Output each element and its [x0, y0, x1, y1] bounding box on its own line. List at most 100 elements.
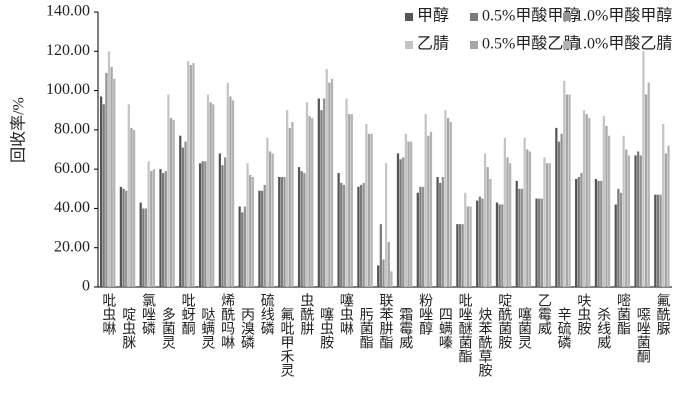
bar [427, 135, 430, 287]
bar [622, 135, 625, 287]
bar [206, 94, 210, 287]
bar [142, 208, 145, 287]
bar [582, 110, 586, 287]
bar [605, 125, 608, 287]
bar [268, 151, 272, 287]
bar [342, 184, 346, 287]
bar [172, 120, 175, 288]
bar [238, 206, 241, 287]
bar [520, 188, 524, 287]
x-tick-label: 丙溴磷 [239, 307, 255, 349]
bar [464, 192, 467, 287]
bar [456, 224, 459, 287]
bar [147, 161, 150, 287]
x-tick-label: 氟吡甲禾灵 [279, 307, 295, 377]
bar [370, 133, 373, 287]
bar [365, 123, 368, 287]
bar [201, 161, 204, 287]
legend-label: 乙腈 [417, 35, 449, 53]
bar [99, 96, 103, 287]
x-tick-label: 虫酰肼 [298, 293, 314, 336]
bar [407, 141, 410, 287]
x-tick-label: 辛硫磷 [556, 307, 572, 349]
bar [557, 141, 561, 287]
bar [226, 82, 229, 287]
x-tick-label: 啶虫脒 [120, 307, 136, 350]
bar [489, 178, 492, 287]
bar [486, 167, 489, 287]
bar [328, 82, 331, 287]
bar [560, 133, 563, 287]
bar [580, 173, 583, 287]
bar [528, 151, 532, 287]
bar [575, 178, 578, 287]
bar [322, 98, 326, 287]
x-tick-label: 联苯肼酯 [378, 293, 394, 349]
bar [637, 151, 640, 287]
bar [125, 190, 128, 287]
bar [662, 123, 665, 287]
bar [639, 155, 642, 287]
bar [402, 157, 405, 287]
x-tick-label: 吡唑醚菌酯 [457, 293, 473, 363]
bar [461, 224, 464, 287]
bar [608, 135, 611, 287]
bar [506, 157, 509, 287]
bar [127, 104, 130, 287]
bar [509, 163, 512, 287]
x-tick-label: 杀线威 [595, 307, 611, 350]
y-tick-label: 40.00 [54, 199, 90, 216]
y-tick-label: 0 [82, 278, 90, 295]
y-tick-label: 80.00 [54, 121, 90, 138]
bar [122, 188, 125, 287]
bar [325, 68, 328, 287]
bar [107, 51, 111, 288]
bar [311, 118, 314, 287]
bar [481, 198, 484, 287]
bar [164, 171, 167, 287]
bar [110, 67, 113, 287]
bar [152, 169, 156, 287]
x-tick-label: 嘧菌酯 [615, 292, 631, 335]
bar [469, 206, 472, 287]
bar [588, 118, 591, 287]
bar [449, 122, 452, 287]
bar [221, 165, 224, 287]
bar [385, 163, 388, 287]
bar [545, 163, 549, 287]
x-tick-label: 噁唑菌酮 [635, 307, 651, 363]
x-tick-label: 乙霉威 [536, 293, 552, 336]
bar [184, 141, 187, 287]
bar [617, 188, 620, 287]
bar [619, 192, 623, 287]
bar [357, 186, 360, 287]
bar [297, 167, 301, 287]
bar [416, 192, 419, 287]
bar [667, 145, 670, 287]
bar [399, 159, 402, 287]
bar [263, 184, 266, 287]
bar [565, 94, 569, 287]
bar [167, 94, 170, 287]
bar [429, 131, 433, 287]
bar [627, 155, 631, 287]
bar [600, 180, 603, 287]
bar [602, 116, 605, 287]
bar [317, 98, 320, 287]
x-tick-label: 四螨嗪 [437, 307, 453, 349]
bar [594, 178, 598, 287]
bar [523, 137, 526, 287]
x-tick-label: 吡蚜酮 [180, 293, 196, 335]
bar [515, 180, 518, 287]
bar [266, 137, 269, 287]
x-tick-label: 硫线磷 [259, 293, 275, 335]
y-tick-label: 20.00 [54, 238, 90, 255]
bar [340, 182, 343, 287]
bar [439, 182, 442, 287]
bar [421, 186, 425, 287]
bar [555, 127, 558, 288]
legend-swatch [470, 13, 478, 21]
bar [634, 155, 637, 287]
bar [419, 186, 422, 287]
y-tick-label: 60.00 [54, 160, 90, 177]
